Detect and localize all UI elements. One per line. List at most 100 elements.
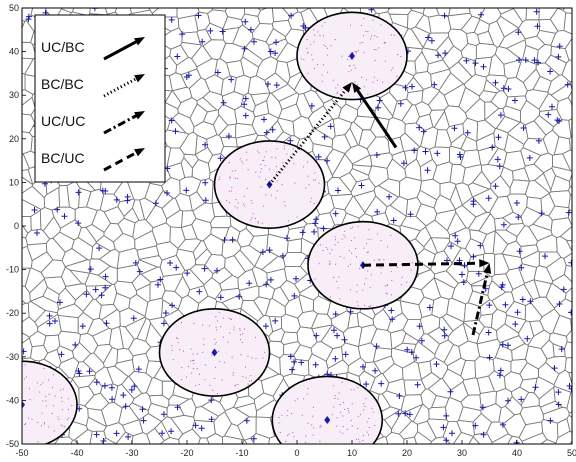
voronoi-cell	[522, 447, 545, 462]
voronoi-cell	[566, 329, 572, 344]
voronoi-cell	[159, 437, 180, 444]
user-marker	[505, 86, 512, 92]
user-marker	[440, 424, 447, 431]
cluster-point	[276, 166, 278, 168]
cluster-point	[278, 422, 280, 424]
cluster-point	[326, 71, 328, 73]
user-marker	[441, 12, 448, 19]
voronoi-cell	[476, 119, 496, 142]
user-marker	[554, 117, 561, 124]
cluster-point	[23, 378, 25, 380]
voronoi-cell	[237, 268, 258, 291]
voronoi-cell	[569, 136, 572, 152]
user-marker	[202, 179, 209, 186]
cluster-point	[284, 205, 286, 207]
cluster-point	[64, 426, 66, 427]
voronoi-cell	[22, 112, 23, 115]
arrow-uc-uc	[471, 263, 492, 336]
voronoi-cell	[286, 238, 303, 253]
user-marker	[299, 229, 306, 236]
user-marker	[435, 52, 442, 59]
cluster-point	[311, 54, 313, 56]
voronoi-cell	[494, 344, 513, 363]
voronoi-cell	[210, 215, 232, 229]
legend-box	[34, 14, 166, 183]
cluster-point	[365, 278, 367, 280]
voronoi-cell	[541, 418, 559, 444]
voronoi-cell	[464, 238, 486, 258]
voronoi-cell	[191, 159, 211, 181]
cluster-point	[232, 372, 234, 374]
cluster-point	[296, 216, 298, 218]
cluster-point	[350, 69, 352, 71]
axis-ticks: -50 -40 -30 -20 -10 0 10 20 30 40 50 -50 -40 -30 -20 -1…	[6, 3, 576, 458]
cluster-point	[258, 152, 260, 154]
voronoi-cell	[22, 316, 39, 338]
voronoi-cell	[302, 448, 319, 462]
cluster-point	[380, 272, 382, 274]
voronoi-cell	[241, 439, 248, 444]
voronoi-cell	[528, 223, 553, 242]
voronoi-cell	[478, 212, 496, 235]
user-marker	[555, 53, 562, 60]
voronoi-cell	[545, 256, 567, 282]
cluster-point	[337, 287, 339, 289]
cluster-point	[353, 389, 355, 391]
user-marker	[229, 236, 236, 243]
cluster-point	[276, 148, 278, 150]
voronoi-cell	[434, 209, 457, 232]
user-marker	[498, 284, 505, 291]
cluster-point	[364, 406, 366, 407]
voronoi-cell	[94, 366, 114, 388]
voronoi-cell	[242, 0, 261, 5]
user-marker	[207, 27, 214, 34]
voronoi-cell	[533, 172, 552, 194]
user-marker	[332, 311, 339, 318]
clusters	[22, 11, 419, 444]
user-marker	[459, 271, 465, 278]
user-marker	[497, 112, 504, 119]
cluster-point	[369, 287, 371, 289]
cluster-point	[61, 400, 63, 402]
user-marker	[179, 31, 186, 38]
voronoi-cell	[313, 446, 332, 462]
cluster-point	[234, 385, 236, 387]
user-marker	[272, 317, 279, 324]
voronoi-cell	[554, 298, 572, 320]
cluster-point	[312, 406, 314, 408]
voronoi-cell	[282, 251, 308, 267]
user-marker	[396, 393, 403, 399]
user-marker	[331, 327, 337, 334]
cluster-point	[255, 358, 257, 359]
cluster-point	[307, 422, 309, 424]
voronoi-cell	[533, 114, 555, 136]
voronoi-cell	[368, 165, 389, 188]
user-marker	[500, 221, 507, 228]
cluster-point	[401, 276, 403, 278]
voronoi-cell	[499, 335, 526, 351]
voronoi-cell	[30, 209, 42, 231]
cluster-point	[318, 263, 320, 265]
voronoi-cell	[490, 308, 508, 332]
user-marker	[524, 335, 531, 342]
voronoi-cell	[224, 406, 250, 427]
voronoi-cell	[104, 8, 117, 15]
user-marker	[214, 69, 221, 76]
voronoi-cell	[221, 91, 245, 111]
voronoi-cell	[438, 72, 465, 96]
user-marker	[172, 128, 179, 135]
y-tick-label: -20	[6, 308, 19, 318]
voronoi-cell	[550, 175, 571, 193]
user-marker	[526, 154, 533, 161]
cluster-point	[391, 279, 393, 281]
cluster-point	[192, 360, 194, 362]
cluster-point	[371, 407, 373, 409]
voronoi-cell	[495, 387, 513, 409]
cluster-point	[362, 289, 364, 291]
user-marker	[386, 193, 393, 200]
cluster-point	[234, 170, 236, 171]
voronoi-cell	[222, 26, 240, 45]
voronoi-cell	[240, 92, 256, 113]
voronoi-cell	[414, 51, 429, 74]
cluster-point	[325, 246, 327, 248]
